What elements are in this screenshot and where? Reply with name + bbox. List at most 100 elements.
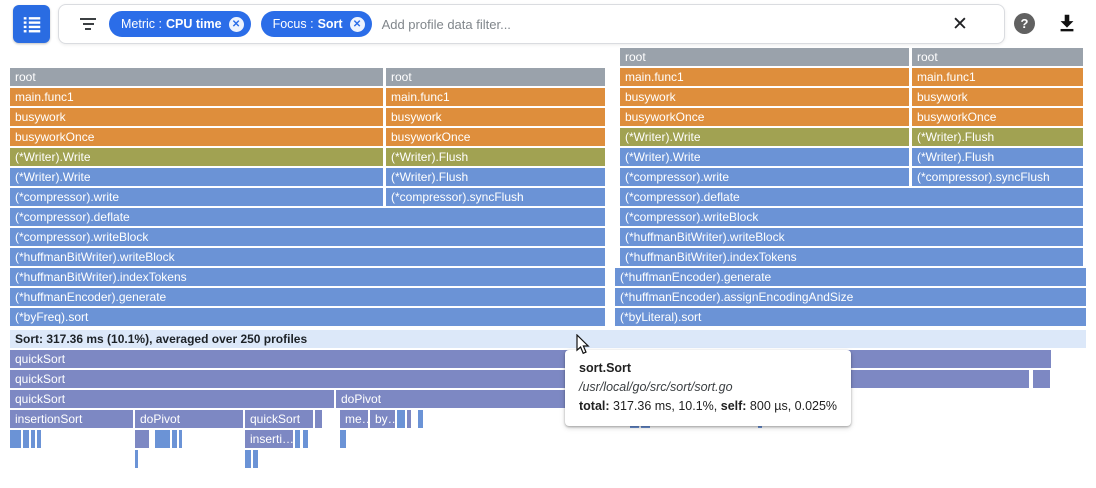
flame-bar[interactable]: (*Writer).Write: [10, 168, 383, 186]
flame-bar[interactable]: (*Writer).Write: [10, 148, 383, 166]
flame-bar[interactable]: [135, 430, 149, 448]
flame-bar[interactable]: (*Writer).Flush: [386, 148, 605, 166]
flame-bar[interactable]: (*compressor).deflate: [10, 208, 605, 226]
flame-bar[interactable]: (*compressor).deflate: [620, 188, 1083, 206]
flame-bar[interactable]: [31, 430, 35, 448]
flame-bar-label: (*Writer).Write: [15, 150, 91, 164]
flame-bar[interactable]: (*compressor).write: [10, 188, 383, 206]
flame-bar[interactable]: by…: [370, 410, 395, 428]
flame-bar[interactable]: busywork: [912, 88, 1083, 106]
flame-bar[interactable]: [253, 450, 258, 468]
profile-filter-bar[interactable]: Metric : CPU time ✕ Focus : Sort ✕ Add profil…: [58, 4, 1005, 44]
flame-bar[interactable]: busywork: [10, 108, 383, 126]
flame-bar[interactable]: [295, 430, 300, 448]
flame-bar[interactable]: main.func1: [10, 88, 383, 106]
flame-bar[interactable]: (*huffmanBitWriter).indexTokens: [620, 248, 1083, 266]
filter-icon: [80, 17, 96, 32]
download-icon: [1060, 14, 1074, 32]
tooltip-self-value: 800 µs, 0.025%: [746, 399, 838, 413]
clear-filters-button[interactable]: ✕: [948, 13, 972, 37]
flame-bar[interactable]: main.func1: [620, 68, 909, 86]
focus-summary-row[interactable]: Sort: 317.36 ms (10.1%), averaged over 2…: [10, 330, 1086, 348]
flame-bar[interactable]: quickSort: [10, 350, 1051, 368]
flame-bar[interactable]: (*compressor).syncFlush: [912, 168, 1083, 186]
flame-bar[interactable]: (*huffmanBitWriter).writeBlock: [10, 248, 605, 266]
flame-bar[interactable]: [155, 430, 170, 448]
flame-bar[interactable]: root: [620, 48, 909, 66]
flame-bar[interactable]: [315, 410, 322, 428]
flame-bar[interactable]: busyworkOnce: [912, 108, 1083, 126]
flame-bar[interactable]: (*huffmanBitWriter).writeBlock: [620, 228, 1083, 246]
flame-bar[interactable]: root: [386, 68, 605, 86]
flame-bar[interactable]: (*Writer).Write: [620, 148, 909, 166]
flame-bar-label: (*compressor).syncFlush: [391, 190, 524, 204]
flame-bar[interactable]: (*compressor).syncFlush: [386, 188, 605, 206]
flame-bar[interactable]: quickSort: [10, 390, 334, 408]
filter-chip[interactable]: Metric : CPU time ✕: [109, 11, 251, 37]
flame-bar[interactable]: [407, 410, 411, 428]
flame-bar[interactable]: (*Writer).Write: [620, 128, 909, 146]
flame-bar[interactable]: (*compressor).writeBlock: [620, 208, 1083, 226]
flame-bar[interactable]: insertionSort: [10, 410, 133, 428]
flame-bar[interactable]: [1033, 370, 1050, 388]
flame-bar-label: main.func1: [15, 90, 74, 104]
chip-remove-icon[interactable]: ✕: [228, 16, 244, 32]
flame-bar[interactable]: quickSort: [10, 370, 1029, 388]
flame-bar[interactable]: root: [10, 68, 383, 86]
flame-bar[interactable]: (*Writer).Flush: [386, 168, 605, 186]
tooltip-stats: total: 317.36 ms, 10.1%, self: 800 µs, 0…: [579, 397, 837, 416]
flame-bar[interactable]: [418, 410, 423, 428]
flame-bar[interactable]: busyworkOnce: [10, 128, 383, 146]
chip-label: Metric :: [121, 17, 162, 31]
flame-bar[interactable]: (*byFreq).sort: [10, 308, 605, 326]
flame-bar[interactable]: [135, 450, 138, 468]
flame-bar[interactable]: [397, 410, 405, 428]
flame-bar[interactable]: (*compressor).writeBlock: [10, 228, 605, 246]
flame-bar[interactable]: [23, 430, 29, 448]
flame-bar-label: busywork: [15, 110, 66, 124]
flame-bar[interactable]: busyworkOnce: [620, 108, 909, 126]
download-button[interactable]: [1055, 12, 1079, 36]
filter-input-placeholder[interactable]: Add profile data filter...: [381, 16, 511, 32]
flame-bar[interactable]: quickSort: [245, 410, 313, 428]
flame-bar[interactable]: [37, 430, 41, 448]
flame-bar[interactable]: (*compressor).write: [620, 168, 909, 186]
flame-bar-label: (*Writer).Flush: [391, 170, 469, 184]
flame-bar[interactable]: busyworkOnce: [386, 128, 605, 146]
flame-bar[interactable]: root: [912, 48, 1083, 66]
flame-bar-label: quickSort: [15, 392, 66, 406]
flame-bar[interactable]: (*Writer).Flush: [912, 148, 1083, 166]
flame-bar[interactable]: [245, 450, 251, 468]
flame-bar[interactable]: [303, 430, 308, 448]
flame-bar[interactable]: [179, 430, 182, 448]
flame-bar[interactable]: (*Writer).Flush: [912, 128, 1083, 146]
flame-bar[interactable]: (*byLiteral).sort: [615, 308, 1086, 326]
flame-bar[interactable]: main.func1: [386, 88, 605, 106]
flame-bar-label: (*byLiteral).sort: [620, 310, 702, 324]
flame-bar[interactable]: main.func1: [912, 68, 1083, 86]
flame-bar[interactable]: me…: [340, 410, 368, 428]
tooltip-total-value: 317.36 ms, 10.1%,: [609, 399, 721, 413]
profile-list-button[interactable]: [13, 5, 50, 43]
flame-bar[interactable]: inserti…: [245, 430, 293, 448]
flame-bar[interactable]: (*huffmanBitWriter).indexTokens: [10, 268, 605, 286]
flame-bar[interactable]: [10, 430, 21, 448]
chip-remove-icon[interactable]: ✕: [349, 16, 365, 32]
flame-bar-label: quickSort: [15, 372, 66, 386]
flame-bar[interactable]: busywork: [620, 88, 909, 106]
help-button[interactable]: ?: [1014, 13, 1035, 34]
chip-label: Focus :: [272, 17, 314, 31]
flame-bar[interactable]: busywork: [386, 108, 605, 126]
flame-bar-label: (*huffmanEncoder).generate: [15, 290, 167, 304]
flame-bar[interactable]: doPivot: [135, 410, 243, 428]
flame-bar-label: (*huffmanBitWriter).indexTokens: [15, 270, 187, 284]
flame-bar[interactable]: (*huffmanEncoder).generate: [615, 268, 1086, 286]
flame-bar[interactable]: (*huffmanEncoder).generate: [10, 288, 605, 306]
flame-bar-label: main.func1: [917, 70, 976, 84]
tooltip-total-label: total:: [579, 399, 610, 413]
flame-bar[interactable]: [340, 430, 346, 448]
filter-chip[interactable]: Focus : Sort ✕: [260, 11, 372, 37]
flame-bar[interactable]: (*huffmanEncoder).assignEncodingAndSize: [615, 288, 1086, 306]
flame-bar[interactable]: [172, 430, 177, 448]
